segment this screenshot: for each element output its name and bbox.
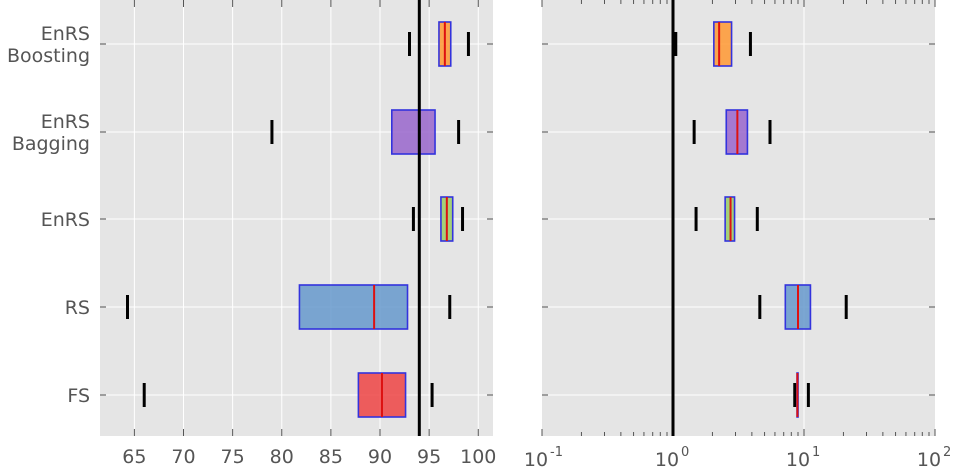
left-plot-background (100, 0, 493, 436)
right-x-tick-label: 10 (524, 449, 548, 471)
right-panel: 10 -1 10 0 10 1 10 2 (524, 0, 951, 471)
right-x-tick-label: 10 (655, 449, 679, 471)
left-x-tick-label: 100 (460, 446, 496, 468)
category-label: EnRS (41, 209, 90, 231)
right-x-tick-label: 10 (786, 449, 810, 471)
right-x-tick-label: 10 (917, 449, 941, 471)
left-x-tick-label: 70 (171, 446, 195, 468)
right-x-tick-label-exponent: 0 (681, 445, 689, 460)
category-label: FS (67, 385, 90, 407)
left-x-tick-label: 90 (368, 446, 392, 468)
left-box (391, 109, 436, 155)
left-x-tick-label: 75 (221, 446, 245, 468)
left-x-tick-label: 85 (319, 446, 343, 468)
category-label: Bagging (12, 133, 90, 155)
left-box (298, 284, 409, 330)
category-label: Boosting (7, 45, 90, 67)
left-x-tick-label: 95 (417, 446, 441, 468)
left-x-tick-label: 65 (122, 446, 146, 468)
left-x-tick-label: 80 (270, 446, 294, 468)
right-x-tick-label-exponent: 2 (943, 445, 951, 460)
right-x-tick-label-exponent: 1 (812, 445, 820, 460)
left-panel: 65 70 75 80 85 90 95 100 (100, 0, 496, 468)
right-plot-background (542, 0, 935, 436)
category-label: RS (65, 297, 90, 319)
right-box (713, 21, 733, 67)
category-label: EnRS (41, 111, 90, 133)
right-x-tick-label-exponent: -1 (550, 445, 563, 460)
category-label: EnRS (41, 23, 90, 45)
